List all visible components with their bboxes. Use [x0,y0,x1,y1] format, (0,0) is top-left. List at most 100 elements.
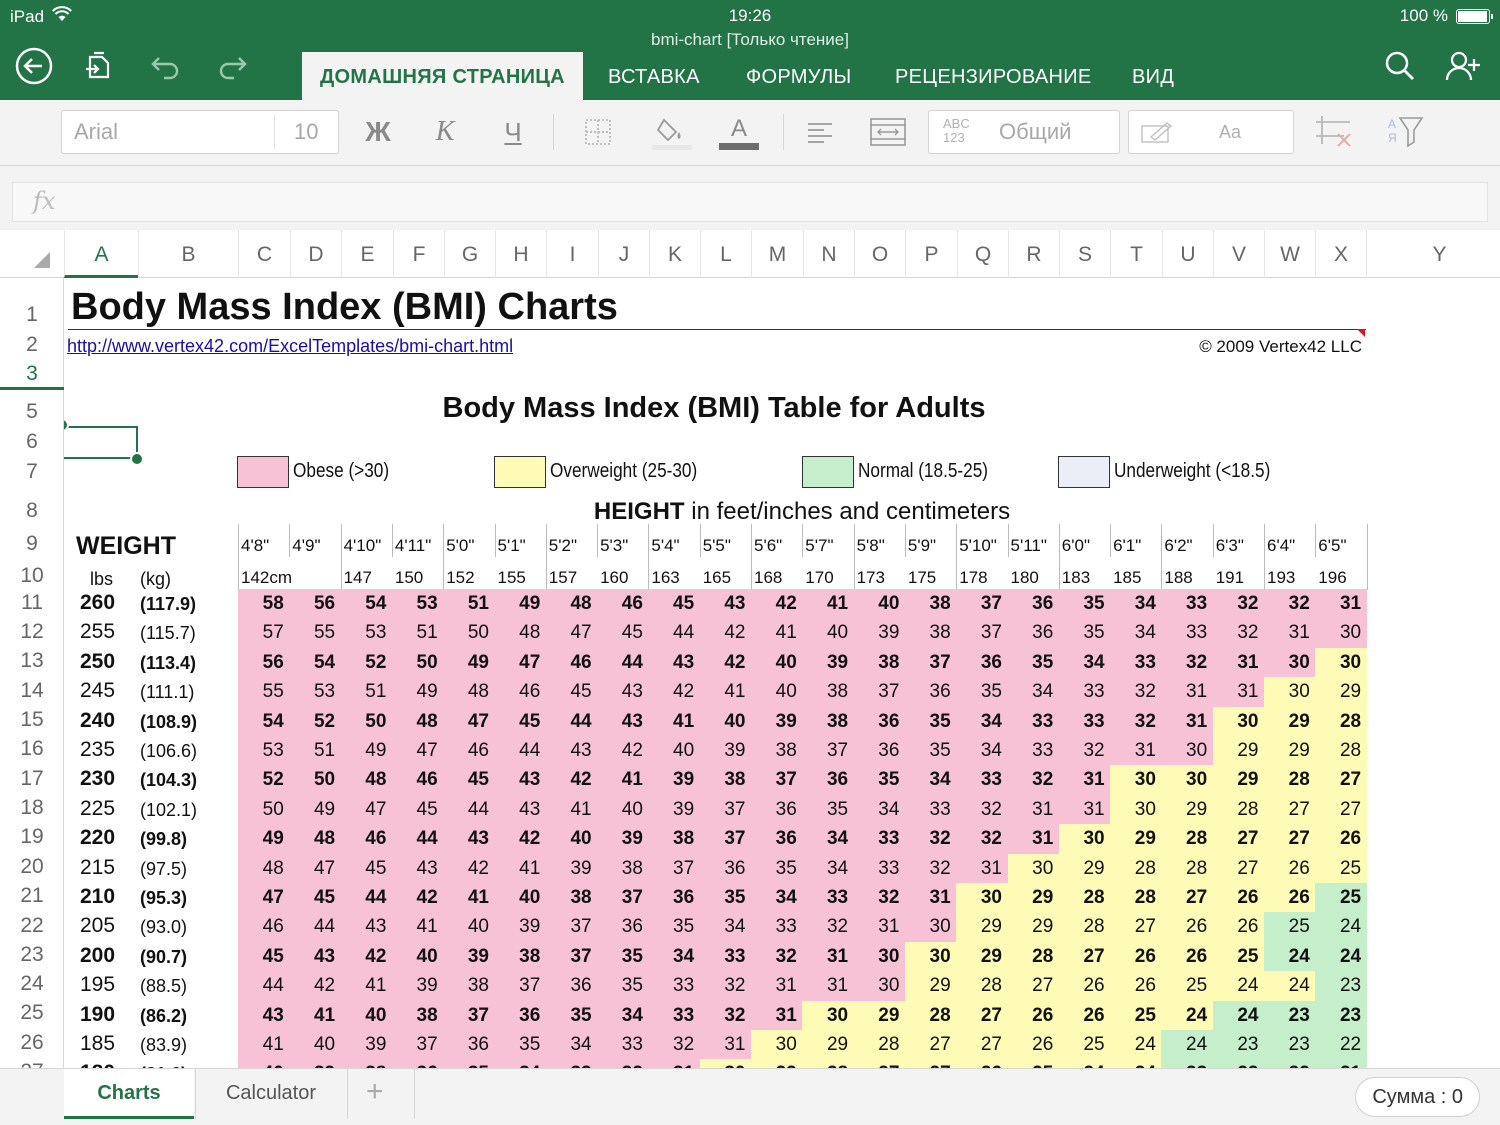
column-header-g[interactable]: G [444,230,495,278]
bmi-cell: 44 [391,824,444,855]
tab-insert[interactable]: ВСТАВКА [608,66,700,88]
template-link[interactable]: http://www.vertex42.com/ExcelTemplates/b… [67,336,514,356]
column-divider [1315,524,1317,557]
column-header-b[interactable]: B [138,230,238,278]
row-header-14[interactable]: 14 [20,679,44,702]
column-header-v[interactable]: V [1213,230,1264,278]
height-cm-cell: 168 [754,568,783,587]
row-header-12[interactable]: 12 [20,620,44,643]
column-header-m[interactable]: M [751,230,803,278]
row-header-16[interactable]: 16 [20,737,44,760]
font-color-button[interactable]: A [719,112,759,152]
sort-filter-icon[interactable]: А Я [1384,112,1424,152]
font-selector[interactable]: Arial 10 [61,110,339,154]
column-header-f[interactable]: F [393,230,444,278]
column-header-i[interactable]: I [546,230,598,278]
bmi-cell: 32 [1264,589,1316,619]
tab-formulas[interactable]: ФОРМУЛЫ [746,66,852,88]
row-header-13[interactable]: 13 [20,649,44,672]
column-header-t[interactable]: T [1110,230,1162,278]
row-header-7[interactable]: 7 [26,460,38,483]
bmi-cell: 34 [545,1030,598,1060]
tab-review[interactable]: РЕЦЕНЗИРОВАНИЕ [895,66,1092,88]
row-header-9[interactable]: 9 [26,532,38,555]
bmi-cell: 30 [751,1030,803,1060]
row-header-23[interactable]: 23 [20,943,44,966]
bmi-cell: 48 [340,765,393,796]
align-icon[interactable] [800,112,840,152]
add-sheet-button[interactable]: + [366,1075,384,1108]
sheet-area[interactable]: Body Mass Index (BMI) Charts http://www.… [64,278,1500,1068]
borders-icon[interactable] [578,112,618,152]
undo-icon[interactable] [146,46,186,86]
column-header-n[interactable]: N [803,230,854,278]
bold-button[interactable]: Ж [365,116,391,147]
column-header-o[interactable]: O [854,230,905,278]
selection-box[interactable] [64,426,138,459]
tab-view[interactable]: ВИД [1132,66,1175,88]
insert-delete-cells-icon[interactable] [1314,112,1354,152]
bmi-cell: 36 [956,647,1008,678]
bmi-cell: 49 [391,677,444,708]
column-header-e[interactable]: E [341,230,393,278]
row-header-22[interactable]: 22 [20,914,44,937]
number-format-selector[interactable]: ABC 123 Общий [928,110,1120,154]
row-header-2[interactable]: 2 [26,333,38,356]
row-header-10[interactable]: 10 [20,564,44,587]
share-file-icon[interactable] [78,46,118,86]
bmi-cell: 40 [751,677,803,708]
select-all-corner[interactable] [34,252,50,268]
tab-home[interactable]: ДОМАШНЯЯ СТРАНИЦА [302,52,583,100]
sheet-tab-calculator[interactable]: Calculator [225,1082,317,1104]
bmi-cell: 48 [289,824,342,855]
merge-cells-icon[interactable] [868,112,908,152]
row-header-26[interactable]: 26 [20,1031,44,1054]
bmi-cell: 37 [443,1000,495,1031]
cell-styles-selector[interactable]: Aa [1128,110,1294,154]
column-header-r[interactable]: R [1008,230,1059,278]
row-header-11[interactable]: 11 [21,591,43,614]
column-header-d[interactable]: D [290,230,341,278]
bmi-cell: 31 [956,853,1008,884]
row-header-17[interactable]: 17 [20,767,44,790]
column-header-u[interactable]: U [1162,230,1213,278]
row-header-15[interactable]: 15 [20,708,44,731]
column-header-s[interactable]: S [1059,230,1110,278]
row-header-20[interactable]: 20 [20,855,44,878]
row-header-25[interactable]: 25 [20,1001,44,1024]
column-header-j[interactable]: J [598,230,649,278]
column-header-w[interactable]: W [1264,230,1315,278]
font-size[interactable]: 10 [294,119,319,144]
column-header-l[interactable]: L [700,230,751,278]
row-header-6[interactable]: 6 [26,430,38,453]
bmi-cell: 37 [802,736,855,766]
formula-input[interactable]: fx [12,182,1488,222]
italic-button[interactable]: К [435,116,455,147]
column-header-x[interactable]: X [1315,230,1366,278]
search-icon[interactable] [1380,46,1420,86]
column-header-k[interactable]: K [649,230,700,278]
underline-button[interactable]: Ч [504,116,522,147]
row-header-5[interactable]: 5 [26,400,38,423]
bmi-cell: 37 [545,941,598,972]
row-header-1[interactable]: 1 [26,303,38,326]
back-icon[interactable] [14,46,54,86]
row-header-24[interactable]: 24 [20,972,44,995]
add-person-icon[interactable] [1444,46,1484,86]
selection-handle[interactable] [130,452,144,466]
row-header-19[interactable]: 19 [20,825,44,848]
column-header-y[interactable]: Y [1366,230,1500,278]
sheet-tab-charts[interactable]: Charts [64,1069,194,1119]
row-header-18[interactable]: 18 [20,796,44,819]
fill-color-icon[interactable] [652,112,692,152]
column-header-q[interactable]: Q [957,230,1008,278]
row-header-21[interactable]: 21 [20,884,44,907]
redo-icon[interactable] [212,46,252,86]
row-header-8[interactable]: 8 [26,499,38,522]
height-ft-cell: 5'9" [907,536,937,555]
column-header-h[interactable]: H [495,230,546,278]
row-header-3[interactable]: 3 [26,362,38,385]
column-header-a[interactable]: A [64,230,138,278]
column-header-p[interactable]: P [905,230,957,278]
column-header-c[interactable]: C [238,230,290,278]
